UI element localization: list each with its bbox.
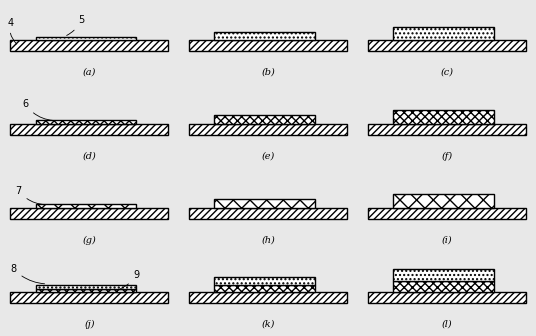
Text: (j): (j) (84, 320, 94, 329)
Text: (a): (a) (83, 68, 96, 77)
Text: (k): (k) (262, 320, 274, 329)
Bar (214, 32, 315, 40)
Bar (10, 208, 168, 219)
Text: 5: 5 (66, 15, 84, 35)
Bar (393, 194, 494, 208)
Text: (i): (i) (441, 236, 452, 245)
Text: (h): (h) (261, 236, 275, 245)
Bar (10, 292, 168, 303)
Text: (d): (d) (83, 152, 96, 161)
Bar (368, 124, 526, 135)
Bar (393, 27, 494, 40)
Bar (393, 194, 494, 208)
Bar (214, 115, 315, 124)
Bar (35, 204, 136, 208)
Text: (c): (c) (440, 68, 453, 77)
Text: (f): (f) (441, 152, 452, 161)
Bar (189, 208, 347, 219)
Bar (35, 120, 136, 124)
Bar (368, 208, 526, 219)
Bar (35, 37, 136, 40)
Bar (189, 124, 347, 135)
Bar (393, 110, 494, 124)
Text: 6: 6 (23, 99, 53, 120)
Bar (214, 199, 315, 208)
Bar (214, 285, 315, 292)
Bar (35, 204, 136, 208)
Bar (35, 289, 136, 292)
Text: (l): (l) (441, 320, 452, 329)
Bar (368, 292, 526, 303)
Bar (214, 199, 315, 208)
Bar (368, 40, 526, 51)
Text: 7: 7 (16, 186, 44, 205)
Bar (189, 292, 347, 303)
Text: 4: 4 (8, 18, 17, 44)
Bar (35, 286, 136, 289)
Text: (b): (b) (261, 68, 275, 77)
Text: (g): (g) (83, 236, 96, 245)
Text: (e): (e) (262, 152, 274, 161)
Bar (10, 40, 168, 51)
Bar (189, 40, 347, 51)
Bar (393, 269, 494, 281)
Bar (214, 277, 315, 285)
Text: 8: 8 (11, 264, 44, 284)
Bar (393, 281, 494, 292)
Text: 9: 9 (117, 270, 139, 290)
Bar (10, 124, 168, 135)
